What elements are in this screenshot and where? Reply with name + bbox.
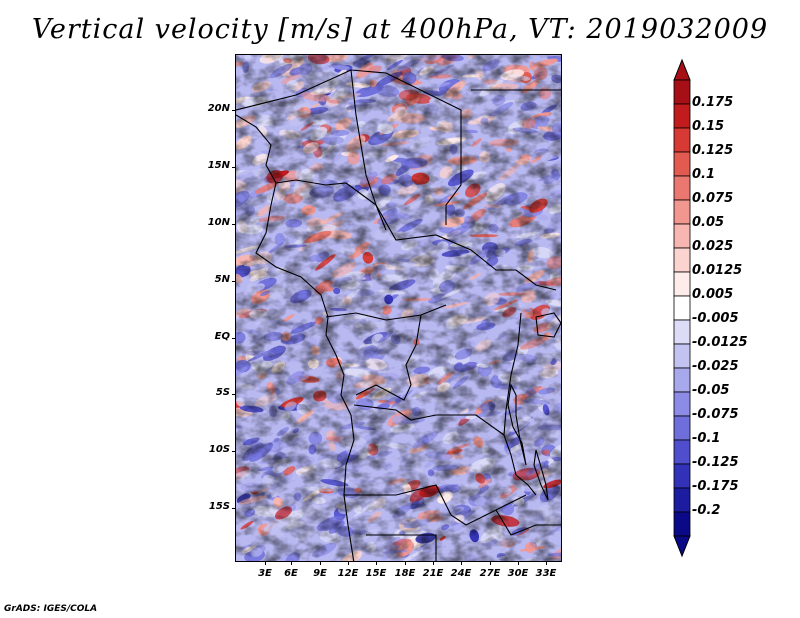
longitude-tick: [320, 561, 321, 565]
latitude-tick: [232, 338, 236, 339]
colorbar-level-label: 0.05: [692, 215, 725, 230]
longitude-tick: [433, 561, 434, 565]
border-north-a: [236, 69, 462, 225]
latitude-label: EQ: [214, 331, 230, 342]
colorbar-segment: [673, 439, 691, 465]
coastline-west: [236, 114, 355, 561]
colorbar-level-label: -0.05: [692, 383, 730, 398]
border-central-d: [355, 314, 422, 401]
colorbar-level-label: -0.125: [692, 455, 739, 470]
latitude-label: 20N: [207, 103, 230, 114]
longitude-label: 12E: [337, 568, 359, 579]
colorbar-level-label: -0.0125: [692, 335, 748, 350]
longitude-tick: [265, 561, 266, 565]
longitude-tick: [461, 561, 462, 565]
latitude-label: 5N: [214, 274, 230, 285]
latitude-label: 15N: [207, 160, 230, 171]
border-south-d: [495, 509, 561, 536]
colorbar-segment: [673, 223, 691, 249]
longitude-label: 33E: [535, 568, 557, 579]
colorbar-bottom-arrow: [673, 535, 691, 558]
lake-malawi: [533, 449, 549, 501]
colorbar-segment: [673, 103, 691, 129]
border-south-a: [353, 404, 505, 436]
longitude-label: 9E: [313, 568, 327, 579]
map-plot-area: [235, 54, 562, 562]
border-central-b: [375, 204, 557, 291]
longitude-tick: [546, 561, 547, 565]
colorbar-level-label: -0.1: [692, 431, 721, 446]
border-central-c: [325, 304, 447, 321]
colorbar-segment: [673, 295, 691, 321]
latitude-label: 10S: [208, 444, 230, 455]
latitude-label: 10N: [207, 217, 230, 228]
colorbar-segment: [673, 367, 691, 393]
longitude-tick: [405, 561, 406, 565]
colorbar-level-label: 0.1: [692, 167, 716, 182]
colorbar-segment: [673, 271, 691, 297]
longitude-tick: [348, 561, 349, 565]
latitude-tick: [232, 451, 236, 452]
colorbar-segment: [673, 511, 691, 537]
colorbar-segment: [673, 487, 691, 513]
colorbar-level-label: -0.005: [692, 311, 739, 326]
longitude-tick: [291, 561, 292, 565]
colorbar-segment: [673, 127, 691, 153]
velocity-field: [236, 55, 561, 561]
latitude-tick: [232, 394, 236, 395]
colorbar-level-label: 0.15: [692, 119, 725, 134]
colorbar-segment: [673, 199, 691, 225]
colorbar-segment: [673, 319, 691, 345]
latitude-label: 15S: [208, 501, 230, 512]
colorbar-level-label: -0.025: [692, 359, 739, 374]
longitude-tick: [518, 561, 519, 565]
colorbar: [673, 58, 691, 558]
longitude-label: 27E: [479, 568, 501, 579]
colorbar-level-label: 0.075: [692, 191, 734, 206]
colorbar-level-label: 0.025: [692, 239, 734, 254]
longitude-label: 30E: [507, 568, 529, 579]
colorbar-level-label: -0.175: [692, 479, 739, 494]
latitude-tick: [232, 281, 236, 282]
colorbar-level-label: 0.0125: [692, 263, 743, 278]
colorbar-top-arrow: [673, 58, 691, 81]
longitude-label: 24E: [450, 568, 472, 579]
colorbar-level-label: 0.175: [692, 95, 734, 110]
colorbar-segment: [673, 175, 691, 201]
longitude-label: 21E: [422, 568, 444, 579]
latitude-tick: [232, 110, 236, 111]
longitude-tick: [376, 561, 377, 565]
footer-credit: GrADS: IGES/COLA: [4, 604, 98, 614]
border-north-b: [350, 69, 387, 231]
colorbar-segment: [673, 79, 691, 105]
longitude-label: 15E: [365, 568, 387, 579]
colorbar-segment: [673, 247, 691, 273]
colorbar-segment: [673, 463, 691, 489]
latitude-tick: [232, 167, 236, 168]
latitude-label: 5S: [215, 387, 230, 398]
border-south-c: [366, 534, 437, 561]
longitude-label: 3E: [258, 568, 272, 579]
colorbar-segment: [673, 391, 691, 417]
longitude-label: 6E: [284, 568, 298, 579]
colorbar-level-label: -0.075: [692, 407, 739, 422]
colorbar-segment: [673, 151, 691, 177]
longitude-tick: [490, 561, 491, 565]
longitude-label: 18E: [394, 568, 416, 579]
latitude-tick: [232, 224, 236, 225]
border-central-a: [275, 179, 377, 206]
map-title: Vertical velocity [m/s] at 400hPa, VT: 2…: [31, 14, 769, 45]
lake-victoria: [535, 312, 561, 338]
latitude-tick: [232, 508, 236, 509]
colorbar-segment: [673, 343, 691, 369]
lake-tanganyika: [507, 383, 527, 466]
colorbar-level-label: 0.005: [692, 287, 734, 302]
colorbar-level-label: -0.2: [692, 503, 721, 518]
colorbar-segment: [673, 415, 691, 441]
colorbar-level-label: 0.125: [692, 143, 734, 158]
